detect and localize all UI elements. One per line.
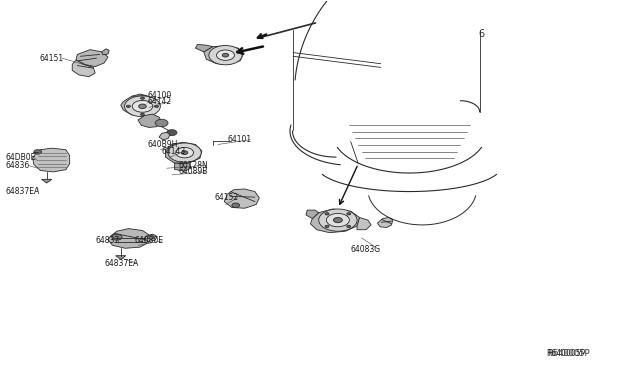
Polygon shape [42,179,52,183]
Text: R640005P: R640005P [547,349,589,358]
Text: 6: 6 [478,29,484,39]
Circle shape [325,225,329,228]
Polygon shape [159,132,170,140]
Text: 640B9H: 640B9H [148,140,178,149]
Text: R640005P: R640005P [547,349,586,358]
Polygon shape [306,210,319,219]
Polygon shape [144,234,157,241]
Text: 64143: 64143 [162,147,186,155]
Polygon shape [121,96,159,116]
Polygon shape [174,163,191,171]
Text: 64101: 64101 [227,135,252,144]
Polygon shape [76,49,108,67]
Polygon shape [72,60,95,77]
Circle shape [347,225,351,228]
Circle shape [325,213,329,215]
Polygon shape [116,256,126,259]
Polygon shape [310,209,360,233]
Circle shape [347,213,351,215]
Circle shape [209,45,242,65]
Circle shape [232,203,239,208]
Circle shape [34,150,42,154]
Polygon shape [131,94,149,102]
Polygon shape [138,114,162,128]
Circle shape [181,151,188,154]
Circle shape [127,105,131,108]
Text: 64837: 64837 [95,236,120,246]
Circle shape [168,143,201,162]
Text: 64083G: 64083G [351,244,381,253]
Polygon shape [195,44,212,52]
Circle shape [222,53,228,57]
Polygon shape [224,189,259,208]
Text: 64142: 64142 [148,97,172,106]
Circle shape [139,104,147,109]
Polygon shape [166,142,202,163]
Text: 60128N: 60128N [178,161,208,170]
Polygon shape [102,49,109,55]
Polygon shape [204,46,243,64]
Circle shape [141,97,145,99]
Polygon shape [357,218,371,230]
Polygon shape [33,148,70,172]
Polygon shape [378,218,393,228]
Text: 64837EA: 64837EA [104,259,138,267]
Text: 64100: 64100 [148,91,172,100]
Text: 64DB0E: 64DB0E [6,153,36,161]
Circle shape [132,100,153,112]
Polygon shape [108,229,151,248]
Circle shape [333,218,342,223]
Circle shape [326,214,349,227]
Circle shape [155,105,159,108]
Circle shape [175,147,193,158]
Circle shape [148,235,154,239]
Text: 64080E: 64080E [135,236,164,246]
Text: 64151: 64151 [39,54,63,62]
Text: 64089B: 64089B [178,167,207,176]
Circle shape [112,234,122,240]
Circle shape [167,130,177,136]
Circle shape [216,50,234,60]
Circle shape [141,113,145,116]
Text: 64837EA: 64837EA [6,187,40,196]
Text: 64152: 64152 [214,193,239,202]
Text: 64836: 64836 [6,161,30,170]
Circle shape [125,96,161,117]
Circle shape [319,209,357,231]
Circle shape [156,119,168,127]
